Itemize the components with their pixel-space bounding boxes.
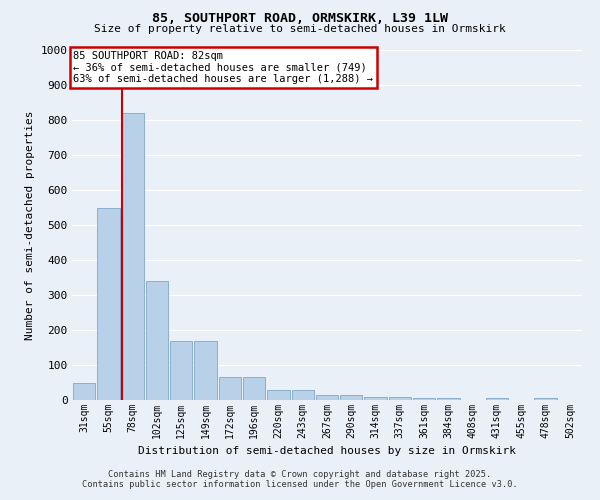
Bar [316, 395, 338, 400]
Bar [243, 377, 265, 400]
Text: 85, SOUTHPORT ROAD, ORMSKIRK, L39 1LW: 85, SOUTHPORT ROAD, ORMSKIRK, L39 1LW [152, 12, 448, 26]
Bar [292, 390, 314, 400]
Bar [486, 398, 508, 400]
Bar [170, 340, 193, 400]
X-axis label: Distribution of semi-detached houses by size in Ormskirk: Distribution of semi-detached houses by … [138, 446, 516, 456]
Text: 85 SOUTHPORT ROAD: 82sqm
← 36% of semi-detached houses are smaller (749)
63% of : 85 SOUTHPORT ROAD: 82sqm ← 36% of semi-d… [73, 50, 373, 84]
Bar [267, 390, 290, 400]
Bar [73, 382, 95, 400]
Bar [364, 396, 387, 400]
Text: Contains public sector information licensed under the Open Government Licence v3: Contains public sector information licen… [82, 480, 518, 489]
Bar [413, 398, 436, 400]
Bar [122, 113, 144, 400]
Bar [437, 398, 460, 400]
Text: Contains HM Land Registry data © Crown copyright and database right 2025.: Contains HM Land Registry data © Crown c… [109, 470, 491, 479]
Y-axis label: Number of semi-detached properties: Number of semi-detached properties [25, 110, 35, 340]
Bar [340, 395, 362, 400]
Bar [146, 281, 168, 400]
Bar [218, 377, 241, 400]
Bar [389, 396, 411, 400]
Bar [535, 398, 557, 400]
Bar [194, 340, 217, 400]
Text: Size of property relative to semi-detached houses in Ormskirk: Size of property relative to semi-detach… [94, 24, 506, 34]
Bar [97, 208, 119, 400]
